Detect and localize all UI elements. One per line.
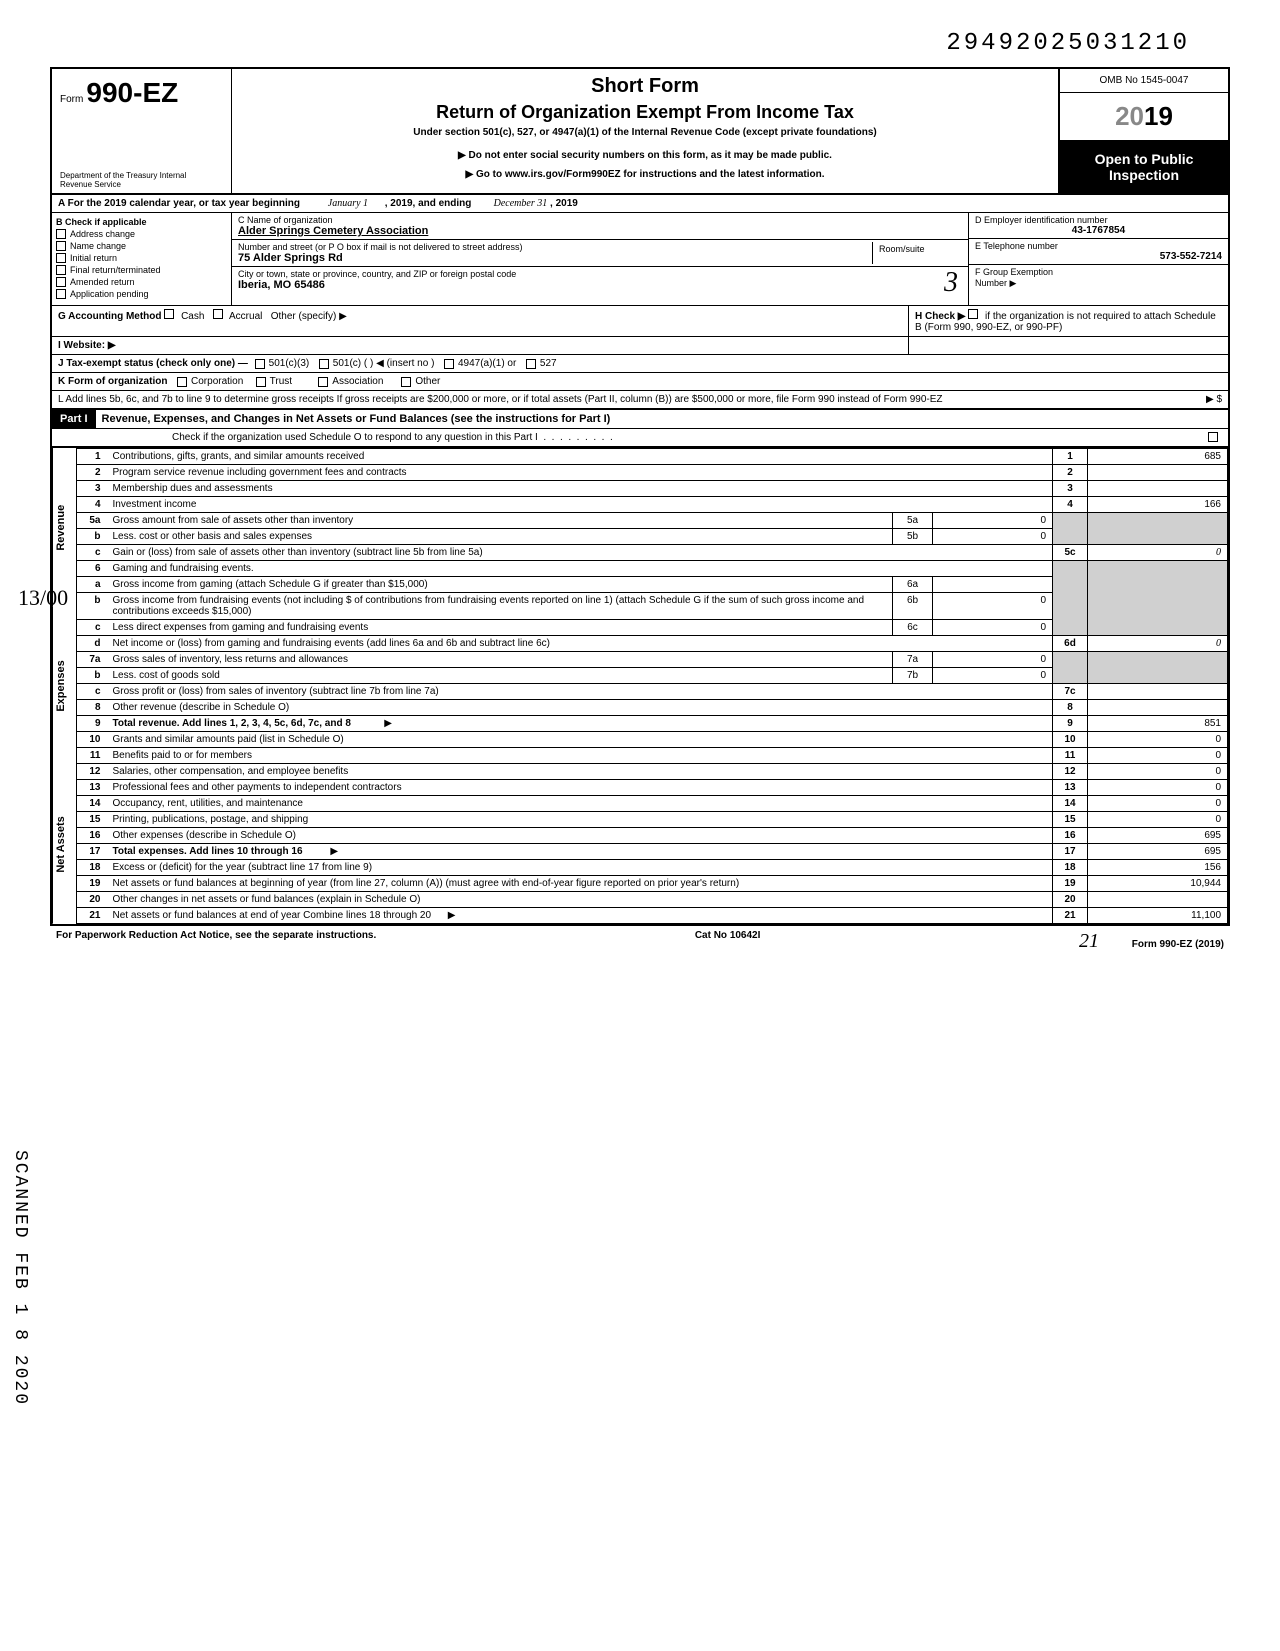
line-19-val: 10,944 bbox=[1088, 876, 1228, 892]
checkbox-cash[interactable] bbox=[164, 309, 174, 319]
phone: 573-552-7214 bbox=[975, 251, 1222, 262]
line-15-val: 0 bbox=[1088, 812, 1228, 828]
part1-body: Revenue Expenses Net Assets 1Contributio… bbox=[52, 447, 1228, 924]
line-6d-val: 0 bbox=[1088, 636, 1228, 652]
form-number: 990-EZ bbox=[86, 77, 178, 108]
line-18-val: 156 bbox=[1088, 860, 1228, 876]
margin-note: 13/00 bbox=[18, 585, 68, 611]
checkbox-sched-b[interactable] bbox=[968, 309, 978, 319]
line-3-val bbox=[1088, 481, 1228, 497]
section-g: G Accounting Method Cash Accrual Other (… bbox=[52, 306, 908, 336]
checkbox-schedule-o[interactable] bbox=[1208, 432, 1218, 442]
handwritten-3: 3 bbox=[944, 267, 958, 299]
checkbox-trust[interactable] bbox=[256, 377, 266, 387]
section-j: J Tax-exempt status (check only one) — 5… bbox=[52, 355, 1228, 373]
line-9-val: 851 bbox=[1088, 716, 1228, 732]
tax-year: 20201919 bbox=[1060, 93, 1228, 141]
org-name: Alder Springs Cemetery Association bbox=[238, 225, 962, 237]
checkbox-amended[interactable] bbox=[56, 277, 66, 287]
checkbox-corp[interactable] bbox=[177, 377, 187, 387]
checkbox-4947[interactable] bbox=[444, 359, 454, 369]
checkbox-address[interactable] bbox=[56, 229, 66, 239]
checkbox-accrual[interactable] bbox=[213, 309, 223, 319]
section-b: B Check if applicable Address change Nam… bbox=[52, 213, 232, 305]
header-right: OMB No 1545-0047 20201919 Open to Public… bbox=[1058, 69, 1228, 193]
line-13-val: 0 bbox=[1088, 780, 1228, 796]
checkbox-final[interactable] bbox=[56, 265, 66, 275]
room-suite: Room/suite bbox=[872, 242, 962, 264]
checkbox-527[interactable] bbox=[526, 359, 536, 369]
form-990ez: Form 990-EZ Department of the Treasury I… bbox=[50, 67, 1230, 926]
line-14-val: 0 bbox=[1088, 796, 1228, 812]
checkbox-pending[interactable] bbox=[56, 289, 66, 299]
dept-text: Department of the Treasury Internal Reve… bbox=[60, 171, 220, 189]
line-20-val bbox=[1088, 892, 1228, 908]
line-11-val: 0 bbox=[1088, 748, 1228, 764]
section-i: I Website: ▶ bbox=[52, 337, 908, 354]
line-21-val: 11,100 bbox=[1088, 908, 1228, 924]
lines-table: 1Contributions, gifts, grants, and simil… bbox=[76, 448, 1228, 924]
street-address: 75 Alder Springs Rd bbox=[238, 252, 872, 264]
omb-number: OMB No 1545-0047 bbox=[1060, 69, 1228, 93]
end-date: December 31 bbox=[494, 198, 548, 209]
form-prefix: Form bbox=[60, 94, 83, 105]
checkbox-other[interactable] bbox=[401, 377, 411, 387]
label-revenue: Revenue bbox=[52, 448, 76, 607]
label-expenses: Expenses bbox=[52, 607, 76, 766]
ein: 43-1767854 bbox=[975, 225, 1222, 236]
handwritten-21: 21 bbox=[1079, 930, 1099, 952]
part1-check: Check if the organization used Schedule … bbox=[52, 429, 1228, 447]
scanned-stamp: SCANNED FEB 1 8 2020 bbox=[10, 1150, 30, 1406]
line-16-val: 695 bbox=[1088, 828, 1228, 844]
ssn-note: ▶ Do not enter social security numbers o… bbox=[252, 150, 1038, 161]
checkbox-501c3[interactable] bbox=[255, 359, 265, 369]
checkbox-initial[interactable] bbox=[56, 253, 66, 263]
tracking-number: 29492025031210 bbox=[50, 30, 1230, 57]
line-10-val: 0 bbox=[1088, 732, 1228, 748]
header-center: Short Form Return of Organization Exempt… bbox=[232, 69, 1058, 193]
return-title: Return of Organization Exempt From Incom… bbox=[252, 102, 1038, 123]
checkbox-assoc[interactable] bbox=[318, 377, 328, 387]
goto-note: ▶ Go to www.irs.gov/Form990EZ for instru… bbox=[252, 169, 1038, 180]
line-7c-val bbox=[1088, 684, 1228, 700]
begin-date: January 1 bbox=[328, 198, 368, 209]
line-2-val bbox=[1088, 465, 1228, 481]
under-section: Under section 501(c), 527, or 4947(a)(1)… bbox=[252, 127, 1038, 138]
checkbox-501c[interactable] bbox=[319, 359, 329, 369]
section-h: H Check ▶ if the organization is not req… bbox=[908, 306, 1228, 336]
line-1-val: 685 bbox=[1088, 449, 1228, 465]
line-4-val: 166 bbox=[1088, 497, 1228, 513]
line-8-val bbox=[1088, 700, 1228, 716]
section-l: L Add lines 5b, 6c, and 7b to line 9 to … bbox=[52, 391, 1228, 410]
row-a-tax-year: A For the 2019 calendar year, or tax yea… bbox=[52, 195, 1228, 213]
section-k: K Form of organization Corporation Trust… bbox=[52, 373, 1228, 391]
city-state-zip: Iberia, MO 65486 bbox=[238, 279, 962, 291]
info-block: B Check if applicable Address change Nam… bbox=[52, 213, 1228, 306]
line-17-val: 695 bbox=[1088, 844, 1228, 860]
line-5c-val: 0 bbox=[1088, 545, 1228, 561]
right-info: D Employer identification number 43-1767… bbox=[968, 213, 1228, 305]
section-c: C Name of organization Alder Springs Cem… bbox=[232, 213, 968, 305]
footer: For Paperwork Reduction Act Notice, see … bbox=[50, 926, 1230, 957]
part1-header: Part I Revenue, Expenses, and Changes in… bbox=[52, 410, 1228, 429]
short-form-title: Short Form bbox=[252, 75, 1038, 98]
line-12-val: 0 bbox=[1088, 764, 1228, 780]
checkbox-name[interactable] bbox=[56, 241, 66, 251]
form-header: Form 990-EZ Department of the Treasury I… bbox=[52, 69, 1228, 195]
open-public: Open to Public Inspection bbox=[1060, 141, 1228, 193]
header-left: Form 990-EZ Department of the Treasury I… bbox=[52, 69, 232, 193]
label-netassets: Net Assets bbox=[52, 765, 76, 924]
